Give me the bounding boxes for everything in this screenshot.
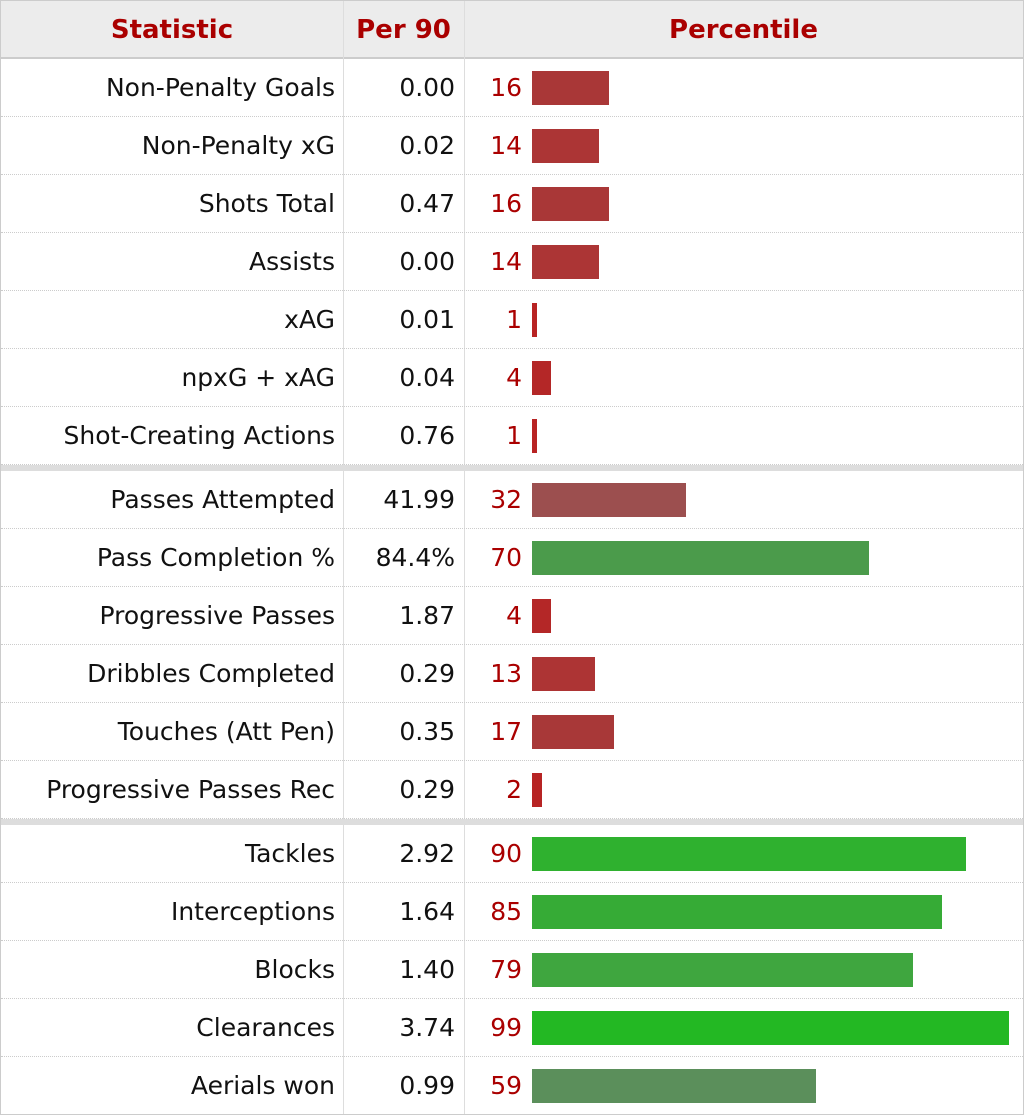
header-cell: Percentile [464, 1, 1023, 59]
statistic-label: Progressive Passes [99, 601, 336, 630]
statistic-label: Blocks [254, 955, 335, 984]
percentile-bar [532, 245, 600, 279]
statistic-label: Pass Completion % [96, 543, 335, 572]
percentile-bar [532, 129, 600, 163]
percentile-value: 17 [490, 717, 522, 746]
column-divider [343, 1, 344, 1114]
table-row [1, 407, 1023, 465]
per90-value: 84.4% [375, 543, 455, 572]
table-row [1, 291, 1023, 349]
percentile-value: 14 [490, 131, 522, 160]
percentile-value: 2 [506, 775, 522, 804]
percentile-value: 16 [490, 189, 522, 218]
per90-value: 2.92 [399, 839, 455, 868]
group-separator [1, 819, 1023, 825]
percentile-bar [532, 303, 537, 337]
per90-value: 0.00 [399, 247, 455, 276]
statistic-label: Aerials won [190, 1071, 335, 1100]
statistic-label: Dribbles Completed [87, 659, 335, 688]
percentile-value: 59 [490, 1071, 522, 1100]
percentile-bar [532, 953, 913, 987]
percentile-value: 4 [506, 601, 522, 630]
percentile-value: 4 [506, 363, 522, 392]
group-separator [1, 465, 1023, 471]
percentile-bar [532, 895, 942, 929]
percentile-bar [532, 1011, 1010, 1045]
percentile-value: 14 [490, 247, 522, 276]
percentile-value: 90 [490, 839, 522, 868]
statistic-label: Tackles [244, 839, 335, 868]
table-row [1, 703, 1023, 761]
percentile-value: 85 [490, 897, 522, 926]
table-row [1, 941, 1023, 999]
percentile-bar [532, 837, 966, 871]
table-row [1, 645, 1023, 703]
table-row [1, 999, 1023, 1057]
percentile-bar [532, 657, 595, 691]
percentile-bar [532, 715, 614, 749]
statistic-label: Non-Penalty xG [141, 131, 335, 160]
per90-value: 0.02 [399, 131, 455, 160]
percentile-bar [532, 361, 552, 395]
percentile-bar [532, 187, 610, 221]
table-row [1, 349, 1023, 407]
statistic-label: Shots Total [198, 189, 335, 218]
percentile-bar [532, 483, 687, 517]
percentile-value: 16 [490, 73, 522, 102]
percentile-bar [532, 1069, 817, 1103]
statistic-label: Touches (Att Pen) [117, 717, 335, 746]
statistic-label: Assists [249, 247, 335, 276]
percentile-value: 1 [506, 421, 522, 450]
table-row [1, 117, 1023, 175]
table-row [1, 175, 1023, 233]
statistic-label: Progressive Passes Rec [46, 775, 335, 804]
per90-value: 0.00 [399, 73, 455, 102]
per90-value: 41.99 [383, 485, 455, 514]
per90-value: 0.47 [399, 189, 455, 218]
per90-value: 0.29 [399, 775, 455, 804]
table-row [1, 471, 1023, 529]
table-row [1, 883, 1023, 941]
per90-value: 0.99 [399, 1071, 455, 1100]
percentile-bar [532, 599, 552, 633]
percentile-bar [532, 541, 870, 575]
per90-value: 0.76 [399, 421, 455, 450]
statistic-label: Interceptions [170, 897, 335, 926]
percentile-bar [532, 773, 542, 807]
percentile-bar [532, 71, 610, 105]
statistic-label: Non-Penalty Goals [105, 73, 335, 102]
statistic-label: Clearances [196, 1013, 335, 1042]
statistic-label: Shot-Creating Actions [63, 421, 335, 450]
table-row [1, 825, 1023, 883]
table-row [1, 587, 1023, 645]
per90-value: 0.35 [399, 717, 455, 746]
per90-value: 1.64 [399, 897, 455, 926]
per90-value: 1.40 [399, 955, 455, 984]
table-row [1, 529, 1023, 587]
table-row [1, 233, 1023, 291]
per90-value: 0.04 [399, 363, 455, 392]
column-divider [464, 1, 465, 1114]
percentile-value: 32 [490, 485, 522, 514]
percentile-value: 70 [490, 543, 522, 572]
statistic-label: npxG + xAG [181, 363, 335, 392]
header-cell: Statistic [1, 1, 343, 59]
percentile-value: 1 [506, 305, 522, 334]
percentile-bar [532, 419, 537, 453]
statistic-label: xAG [284, 305, 335, 334]
percentile-value: 79 [490, 955, 522, 984]
per90-value: 1.87 [399, 601, 455, 630]
percentile-value: 13 [490, 659, 522, 688]
header-cell: Per 90 [343, 1, 464, 59]
table-row [1, 59, 1023, 117]
per90-value: 0.01 [399, 305, 455, 334]
per90-value: 3.74 [399, 1013, 455, 1042]
table-row [1, 761, 1023, 819]
per90-value: 0.29 [399, 659, 455, 688]
percentile-value: 99 [490, 1013, 522, 1042]
statistic-label: Passes Attempted [110, 485, 335, 514]
